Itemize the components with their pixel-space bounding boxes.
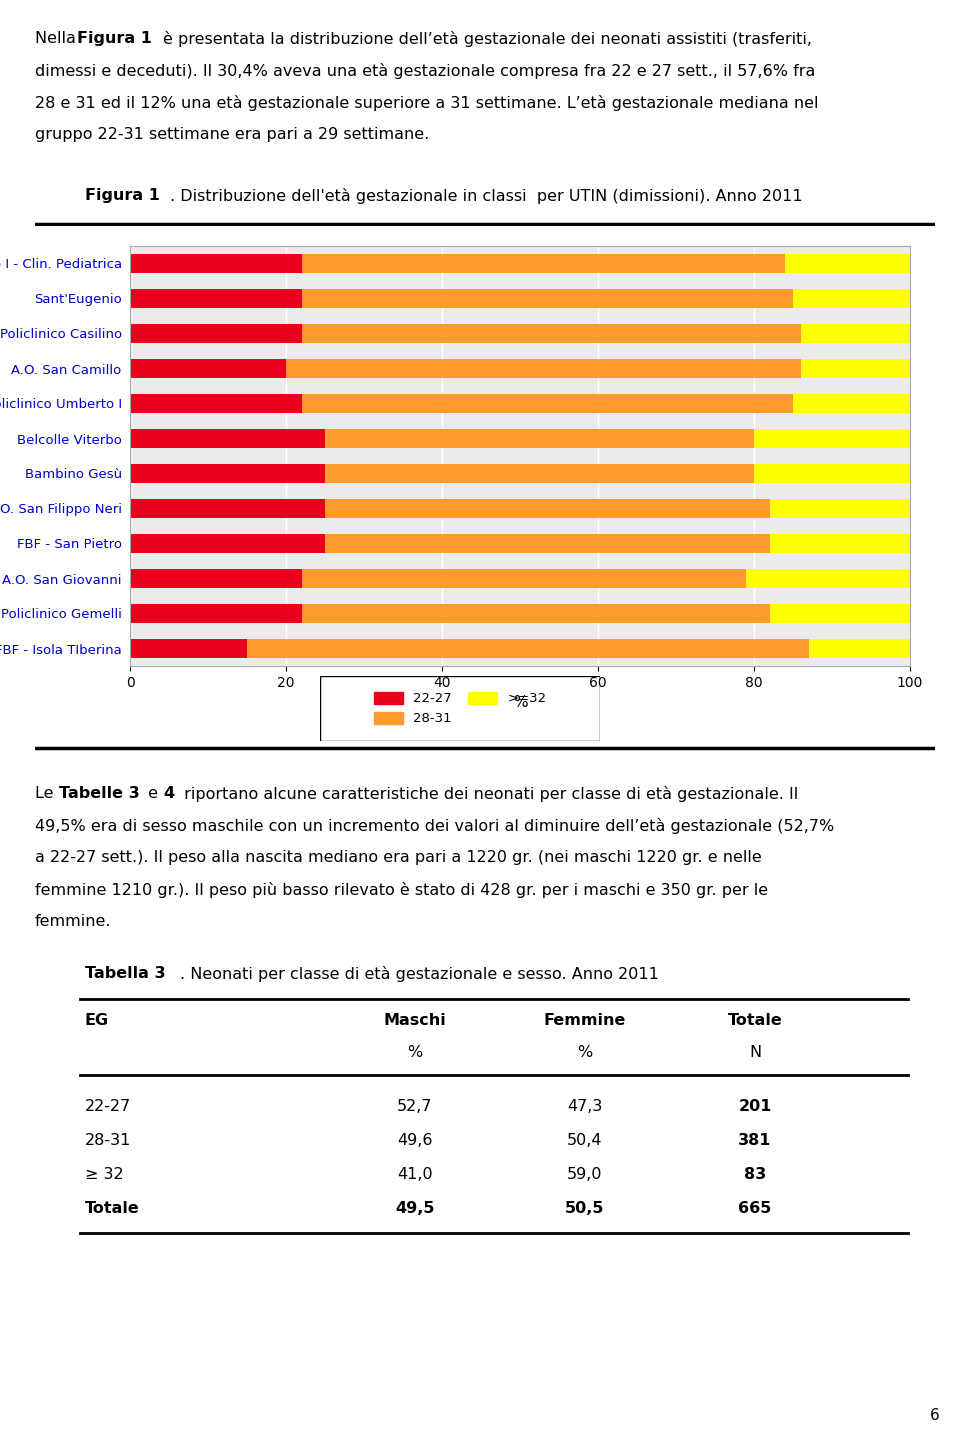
Bar [301, 289, 793, 308]
Bar [130, 638, 247, 659]
Text: Tabelle 3: Tabelle 3 [59, 786, 140, 801]
Text: dimessi e deceduti). Il 30,4% aveva una età gestazionale compresa fra 22 e 27 se: dimessi e deceduti). Il 30,4% aveva una … [35, 62, 815, 78]
Bar [301, 393, 793, 414]
Bar [754, 429, 910, 448]
Text: Tabella 3: Tabella 3 [85, 966, 166, 981]
Text: 50,4: 50,4 [567, 1133, 603, 1148]
Bar [793, 289, 910, 308]
Text: riportano alcune caratteristiche dei neonati per classe di età gestazionale. Il: riportano alcune caratteristiche dei neo… [179, 786, 799, 802]
Bar [130, 604, 301, 622]
Text: Figura 1: Figura 1 [77, 30, 152, 46]
Text: %: % [577, 1045, 592, 1061]
X-axis label: %: % [513, 695, 527, 711]
Bar [130, 569, 301, 588]
Text: . Distribuzione dell'età gestazionale in classi  per UTIN (dimissioni). Anno 201: . Distribuzione dell'età gestazionale in… [170, 189, 803, 205]
Bar [130, 499, 325, 518]
Text: Totale: Totale [728, 1013, 782, 1027]
Text: 50,5: 50,5 [565, 1201, 605, 1216]
Bar [130, 324, 301, 342]
Text: . Neonati per classe di età gestazionale e sesso. Anno 2011: . Neonati per classe di età gestazionale… [180, 966, 659, 982]
Text: ≥ 32: ≥ 32 [85, 1167, 124, 1183]
Text: femmine.: femmine. [35, 914, 111, 929]
Text: è presentata la distribuzione dell’età gestazionale dei neonati assistiti (trasf: è presentata la distribuzione dell’età g… [163, 30, 812, 46]
Bar [770, 534, 910, 553]
Text: Le: Le [35, 786, 59, 801]
Text: 83: 83 [744, 1167, 766, 1183]
Text: 49,5% era di sesso maschile con un incremento dei valori al diminuire dell’età g: 49,5% era di sesso maschile con un incre… [35, 818, 834, 834]
Bar [793, 393, 910, 414]
Text: Totale: Totale [85, 1201, 140, 1216]
Text: a 22-27 sett.). Il peso alla nascita mediano era pari a 1220 gr. (nei maschi 122: a 22-27 sett.). Il peso alla nascita med… [35, 850, 761, 865]
Legend: 22-27, 28-31, >=32: 22-27, 28-31, >=32 [367, 685, 553, 731]
Text: N: N [749, 1045, 761, 1061]
Bar [301, 569, 746, 588]
Text: 52,7: 52,7 [397, 1098, 433, 1114]
Bar [325, 464, 754, 483]
Text: 28 e 31 ed il 12% una età gestazionale superiore a 31 settimane. L’età gestazion: 28 e 31 ed il 12% una età gestazionale s… [35, 94, 819, 110]
Bar [130, 534, 325, 553]
Text: 49,5: 49,5 [396, 1201, 435, 1216]
Bar [770, 604, 910, 622]
Bar [325, 429, 754, 448]
Bar [130, 393, 301, 414]
Text: Nella: Nella [35, 30, 81, 46]
Text: 59,0: 59,0 [567, 1167, 603, 1183]
Text: 47,3: 47,3 [567, 1098, 603, 1114]
Text: 22-27: 22-27 [85, 1098, 132, 1114]
Text: Femmine: Femmine [543, 1013, 626, 1027]
Text: 41,0: 41,0 [397, 1167, 433, 1183]
Text: 28-31: 28-31 [85, 1133, 132, 1148]
Text: 6: 6 [930, 1409, 940, 1423]
Text: Maschi: Maschi [384, 1013, 446, 1027]
Text: 665: 665 [738, 1201, 772, 1216]
Bar [301, 254, 785, 273]
Bar [286, 358, 801, 379]
Text: 49,6: 49,6 [397, 1133, 433, 1148]
Bar [785, 254, 910, 273]
Text: e: e [143, 786, 163, 801]
Bar [801, 358, 910, 379]
Bar [808, 638, 910, 659]
Bar [801, 324, 910, 342]
Text: 4: 4 [163, 786, 174, 801]
Text: 201: 201 [738, 1098, 772, 1114]
Text: EG: EG [85, 1013, 109, 1027]
Bar [754, 464, 910, 483]
Bar [746, 569, 910, 588]
Text: gruppo 22-31 settimane era pari a 29 settimane.: gruppo 22-31 settimane era pari a 29 set… [35, 128, 429, 142]
Bar [130, 358, 286, 379]
Text: femmine 1210 gr.). Il peso più basso rilevato è stato di 428 gr. per i maschi e : femmine 1210 gr.). Il peso più basso ril… [35, 882, 768, 898]
Bar [130, 254, 301, 273]
Bar [301, 604, 770, 622]
Text: %: % [407, 1045, 422, 1061]
Text: 381: 381 [738, 1133, 772, 1148]
Bar [130, 464, 325, 483]
Bar [130, 429, 325, 448]
Bar [301, 324, 801, 342]
Bar [325, 534, 770, 553]
Bar [247, 638, 808, 659]
Text: Figura 1: Figura 1 [85, 189, 160, 203]
Bar [130, 289, 301, 308]
Bar [325, 499, 770, 518]
Bar [770, 499, 910, 518]
